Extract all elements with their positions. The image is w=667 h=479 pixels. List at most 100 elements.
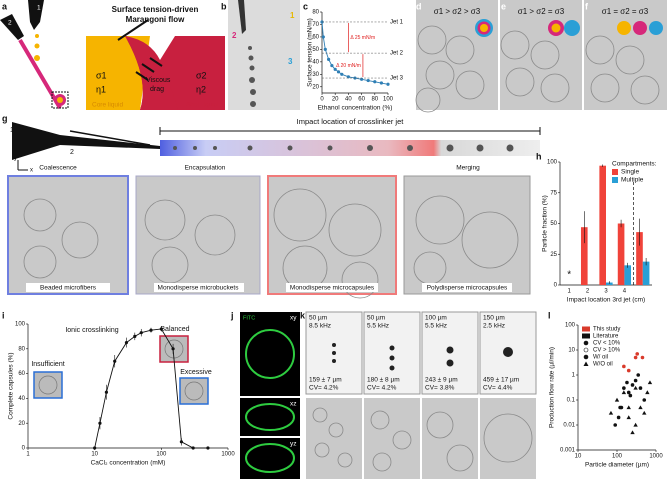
y-tick-label: 80 bbox=[18, 346, 25, 352]
x-tick-label: 1 bbox=[568, 289, 572, 295]
data-point bbox=[638, 386, 643, 390]
data-point bbox=[638, 405, 643, 410]
size-label: 159 ± 7 µm bbox=[309, 377, 342, 384]
panel-e-image bbox=[500, 0, 582, 110]
panel-b-image bbox=[228, 0, 300, 110]
data-point bbox=[633, 378, 638, 383]
size-label: 180 ± 8 µm bbox=[367, 377, 400, 384]
x-tick-label: 20 bbox=[332, 97, 339, 103]
legend-label: CV > 10% bbox=[593, 348, 621, 354]
data-point bbox=[323, 47, 327, 51]
view-label: xz bbox=[290, 401, 297, 408]
caption: Monodisperse microcapsules bbox=[290, 285, 375, 292]
axis-arrow-label: x bbox=[30, 168, 33, 174]
jet-label: 2 bbox=[70, 149, 74, 156]
caption: Beaded microfibers bbox=[40, 285, 97, 292]
caption-box bbox=[26, 283, 110, 292]
data-point bbox=[626, 368, 631, 373]
annotation: Excessive bbox=[180, 369, 212, 376]
data-point bbox=[139, 331, 143, 335]
data-point bbox=[171, 347, 175, 351]
y-tick-label: 25 bbox=[550, 252, 557, 258]
panel-label: a bbox=[2, 1, 8, 11]
data-point bbox=[626, 415, 631, 420]
data-point bbox=[366, 78, 370, 83]
panel-label: i bbox=[2, 310, 5, 320]
data-point bbox=[635, 352, 640, 356]
y-tick-label: 20 bbox=[18, 421, 25, 427]
data-point bbox=[633, 385, 638, 390]
inset-ring bbox=[184, 381, 204, 401]
panel-a-title: Marangoni flow bbox=[126, 15, 185, 24]
x-tick-label: 3 bbox=[604, 289, 608, 295]
y-tick-label: 0 bbox=[22, 446, 26, 452]
data-point bbox=[336, 70, 341, 74]
panel-d-image bbox=[415, 0, 498, 113]
jet-label: 1 bbox=[37, 5, 41, 12]
legend-title: Compartments: bbox=[612, 161, 657, 168]
data-point bbox=[630, 383, 635, 387]
cv-label: CV= 4.2% bbox=[309, 385, 339, 392]
y-tick-label: 0.01 bbox=[563, 423, 575, 429]
x-tick-label: 100 bbox=[156, 452, 167, 458]
panel-label: c bbox=[303, 1, 308, 11]
data-point bbox=[614, 397, 620, 402]
y-tick-label: 100 bbox=[15, 322, 26, 328]
caption-box bbox=[422, 283, 512, 292]
shell-symbol: σ2 bbox=[196, 70, 207, 80]
banner: Impact location of crosslinker jet bbox=[297, 117, 405, 126]
panel-a-illustration bbox=[0, 0, 225, 110]
panel-label: d bbox=[416, 1, 422, 11]
nozzle-label: 50 µm bbox=[367, 315, 385, 322]
reference-label: Jet 3 bbox=[390, 76, 404, 82]
legend-swatch bbox=[582, 326, 590, 332]
core-symbol: η1 bbox=[96, 84, 106, 94]
jet-label: 3 bbox=[288, 57, 293, 66]
data-point bbox=[179, 440, 184, 444]
panel-label: h bbox=[536, 151, 542, 161]
nozzle-label: 50 µm bbox=[309, 315, 327, 322]
caption-box bbox=[286, 283, 378, 292]
delta-label: Δ 20 mN/m bbox=[336, 63, 361, 69]
y-tick-label: 50 bbox=[550, 221, 557, 227]
panel-j-images bbox=[240, 312, 300, 479]
cv-label: CV= 4.2% bbox=[367, 385, 397, 392]
legend-label: Single bbox=[621, 169, 639, 176]
x-axis-label: Impact location 3rd jet (cm) bbox=[567, 297, 645, 304]
data-point bbox=[640, 355, 645, 360]
legend-swatch bbox=[583, 354, 589, 360]
legend-swatch bbox=[583, 347, 589, 353]
x-tick-label: 80 bbox=[371, 97, 378, 103]
y-tick-label: 80 bbox=[312, 10, 319, 16]
stage-label: Merging bbox=[456, 165, 480, 172]
legend-label: This study bbox=[593, 327, 620, 333]
bar bbox=[580, 227, 588, 285]
channel-label: FITC bbox=[243, 315, 255, 321]
data-point bbox=[104, 390, 109, 394]
annotation: Insufficient bbox=[31, 361, 64, 368]
y-tick-label: 40 bbox=[18, 396, 25, 402]
bar bbox=[636, 232, 643, 285]
panel-label: g bbox=[2, 113, 8, 123]
legend-label: Literature bbox=[593, 334, 619, 340]
x-tick-label: 100 bbox=[383, 97, 394, 103]
y-tick-label: 10 bbox=[568, 348, 575, 354]
data-point bbox=[149, 328, 153, 332]
core-symbol: σ1 bbox=[96, 70, 107, 80]
data-point bbox=[626, 390, 631, 395]
core-label: Core liquid bbox=[92, 102, 123, 109]
y-tick-label: 0.001 bbox=[560, 448, 576, 454]
panel-label: e bbox=[501, 1, 506, 11]
data-point bbox=[133, 334, 137, 338]
y-tick-label: 75 bbox=[550, 190, 557, 196]
y-tick-label: 100 bbox=[547, 160, 558, 166]
annotation: Ionic crosslinking bbox=[65, 327, 118, 334]
cv-label: CV= 3.8% bbox=[425, 385, 455, 392]
data-point bbox=[630, 430, 635, 435]
legend-swatch bbox=[582, 333, 590, 339]
panel-label: b bbox=[221, 1, 227, 11]
data-point bbox=[626, 405, 631, 410]
legend-swatch bbox=[612, 169, 618, 175]
data-point bbox=[621, 390, 627, 395]
x-tick-label: 1 bbox=[26, 452, 30, 458]
